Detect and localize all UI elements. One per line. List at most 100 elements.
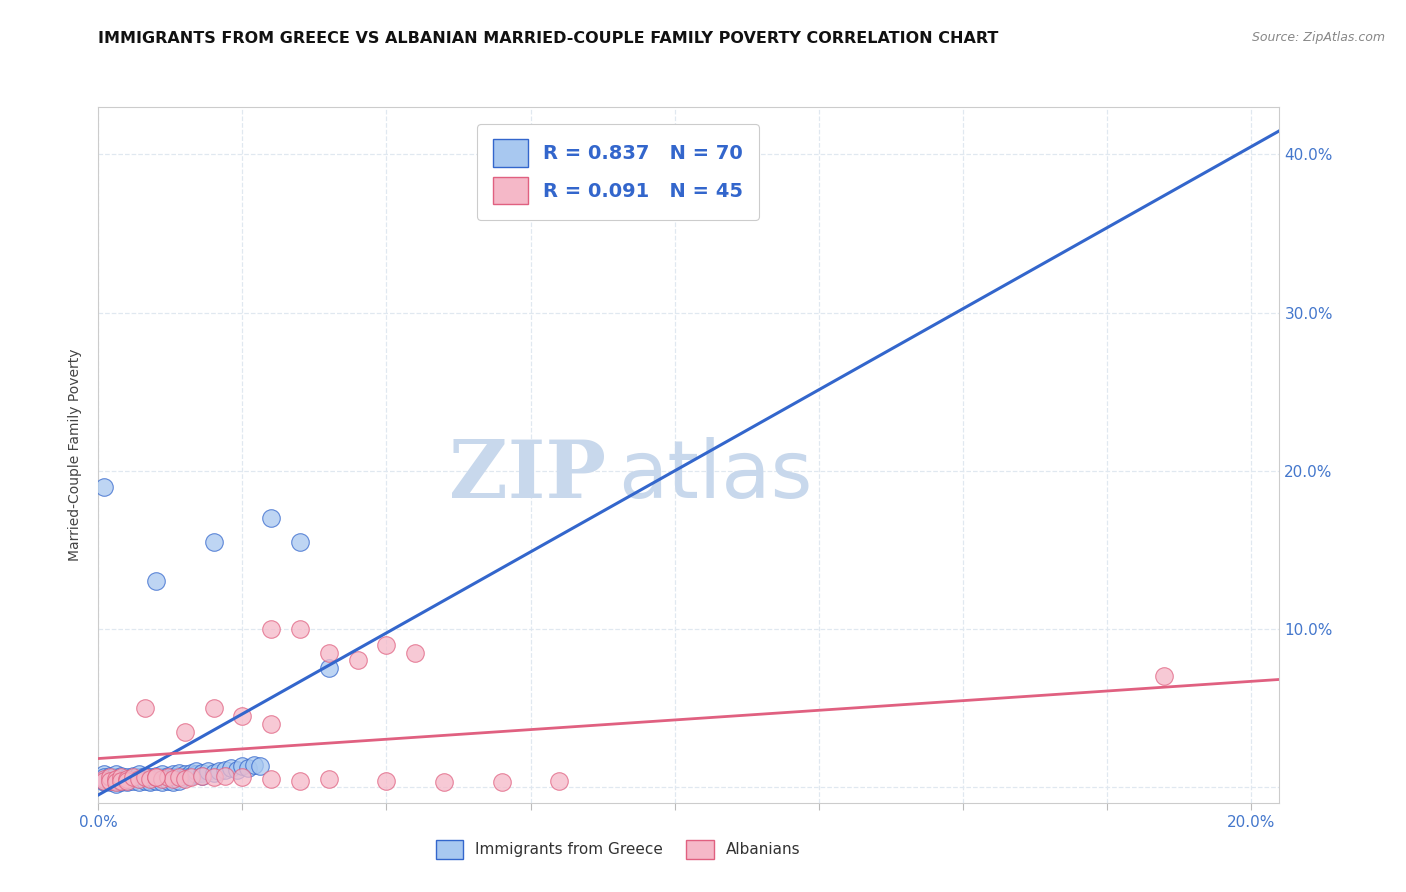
Point (225, 763, 247, 777)
Point (110, 772, 132, 786)
Point (346, 653, 368, 667)
Point (93, 772, 115, 786)
Point (214, 763, 236, 777)
Point (93, 773, 115, 788)
Point (202, 701, 225, 715)
Point (145, 574, 167, 589)
Point (93, 479, 115, 493)
Point (156, 773, 179, 788)
Point (180, 771, 202, 785)
Point (110, 769, 132, 783)
Point (219, 761, 242, 775)
Point (156, 769, 179, 783)
Point (318, 661, 340, 675)
Point (139, 775, 162, 789)
Point (150, 771, 173, 785)
Point (191, 765, 214, 780)
Point (191, 769, 214, 783)
Point (145, 771, 167, 785)
Point (150, 767, 173, 781)
Point (115, 773, 138, 788)
Point (197, 764, 219, 779)
Point (128, 772, 150, 786)
Point (98, 769, 121, 783)
Point (288, 773, 311, 788)
Point (115, 771, 138, 785)
Point (145, 773, 167, 788)
Point (173, 724, 195, 739)
Point (167, 773, 190, 788)
Point (115, 772, 138, 786)
Point (128, 767, 150, 781)
Point (115, 773, 138, 788)
Point (134, 771, 156, 785)
Point (238, 761, 260, 775)
Point (128, 775, 150, 789)
Point (150, 775, 173, 789)
Point (145, 772, 167, 786)
Point (202, 534, 225, 549)
Text: atlas: atlas (619, 437, 813, 515)
Point (191, 769, 214, 783)
Point (260, 716, 283, 731)
Point (318, 772, 340, 786)
Point (150, 772, 173, 786)
Point (260, 772, 283, 786)
Point (93, 772, 115, 786)
Point (139, 771, 162, 785)
Point (167, 769, 190, 783)
Point (231, 759, 253, 773)
Point (186, 767, 208, 781)
Point (202, 765, 225, 780)
Point (110, 771, 132, 785)
Point (243, 757, 266, 772)
Point (98, 773, 121, 788)
Point (404, 646, 426, 660)
Point (104, 772, 127, 786)
Point (156, 772, 179, 786)
Point (128, 771, 150, 785)
Point (375, 773, 398, 788)
Point (93, 771, 115, 785)
Point (260, 622, 283, 636)
Point (173, 771, 195, 785)
Point (548, 773, 571, 788)
Point (104, 775, 127, 789)
Point (491, 775, 513, 789)
Point (98, 772, 121, 786)
Point (93, 773, 115, 788)
Point (145, 771, 167, 785)
Point (122, 771, 145, 785)
Point (173, 767, 195, 781)
Point (180, 765, 202, 780)
Point (134, 772, 156, 786)
Point (231, 708, 253, 723)
Point (167, 765, 190, 780)
Point (433, 775, 456, 789)
Point (162, 771, 184, 785)
Point (104, 777, 127, 791)
Text: Source: ZipAtlas.com: Source: ZipAtlas.com (1251, 31, 1385, 45)
Text: IMMIGRANTS FROM GREECE VS ALBANIAN MARRIED-COUPLE FAMILY POVERTY CORRELATION CHA: IMMIGRANTS FROM GREECE VS ALBANIAN MARRI… (98, 31, 998, 46)
Point (98, 773, 121, 788)
Point (134, 769, 156, 783)
Point (249, 759, 271, 773)
Point (115, 775, 138, 789)
Point (186, 764, 208, 779)
Point (145, 769, 167, 783)
Point (104, 767, 127, 781)
Point (288, 534, 311, 549)
Text: ZIP: ZIP (450, 437, 606, 515)
Point (134, 773, 156, 788)
Point (134, 701, 156, 715)
Point (288, 622, 311, 636)
Point (93, 767, 115, 781)
Point (214, 769, 236, 783)
Point (375, 638, 398, 652)
Point (173, 772, 195, 786)
Point (180, 769, 202, 783)
Point (98, 771, 121, 785)
Point (122, 769, 145, 783)
Point (110, 775, 132, 789)
Point (162, 775, 184, 789)
